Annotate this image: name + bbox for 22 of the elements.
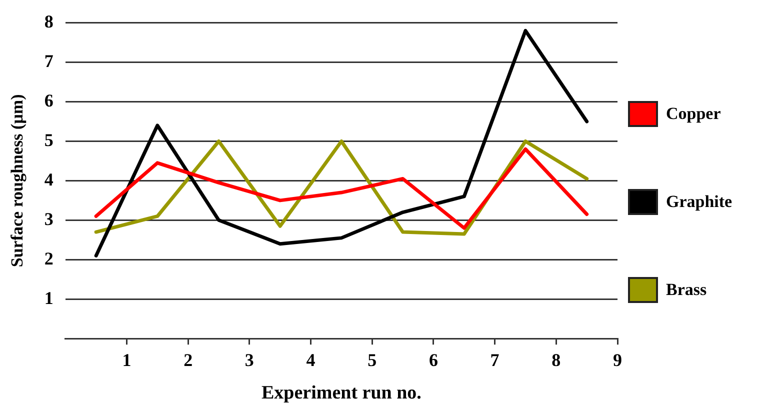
y-tick-label: 4	[44, 169, 54, 190]
y-tick-label: 5	[44, 130, 54, 150]
x-tick-label: 1	[122, 350, 132, 370]
y-axis-title: Surface roughness (µm)	[8, 94, 27, 268]
legend-label: Brass	[666, 280, 707, 300]
x-tick-label: 6	[428, 350, 438, 370]
y-tick-label: 2	[44, 248, 54, 268]
x-tick-label: 7	[490, 350, 500, 370]
y-tick-label: 3	[44, 208, 54, 229]
legend-label: Copper	[666, 104, 721, 124]
x-tick-label: 9	[613, 350, 622, 370]
x-tick-label: 5	[368, 350, 377, 370]
x-tick-label: 4	[306, 350, 316, 370]
x-axis-title: Experiment run no.	[261, 382, 422, 404]
y-tick-label: 8	[44, 11, 54, 32]
y-tick-label: 1	[44, 288, 54, 308]
x-tick-label: 8	[552, 350, 561, 370]
y-tick-label: 7	[44, 50, 54, 71]
y-tick-label: 6	[44, 90, 54, 110]
legend-label: Graphite	[666, 192, 732, 212]
x-tick-label: 3	[244, 350, 254, 370]
x-tick-label: 2	[184, 350, 193, 370]
